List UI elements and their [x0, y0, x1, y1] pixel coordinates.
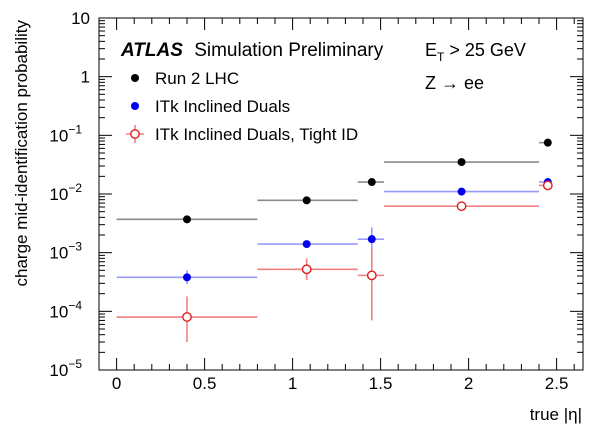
x-tick-label: 0.5 [193, 374, 217, 393]
y-tick-base: 10 [49, 302, 68, 321]
data-point [542, 180, 553, 191]
data-point [183, 215, 191, 224]
x-axis-label: true |η| [530, 405, 582, 424]
legend-marker [131, 74, 139, 82]
legend-label: ITk Inclined Duals, Tight ID [155, 125, 358, 144]
data-point [182, 312, 192, 322]
y-tick-base: 10 [49, 126, 68, 145]
channel-label: Z → ee [425, 73, 484, 93]
data-point [302, 196, 311, 205]
y-tick-base: 10 [49, 185, 68, 204]
y-tick-exponent: −5 [68, 357, 82, 371]
y-tick-exponent: −2 [68, 181, 82, 195]
data-point [367, 235, 376, 244]
legend-marker [131, 102, 139, 110]
legend-marker [130, 129, 140, 139]
data-point [183, 273, 191, 282]
legend-label: ITk Inclined Duals [155, 97, 290, 116]
y-tick-label: 10−3 [49, 240, 82, 263]
series-group [116, 138, 552, 224]
x-axis-ticks: 0 0.5 1 1.5 2 2.5 [98, 18, 575, 393]
et-cut-suffix: > 25 GeV [444, 40, 526, 60]
x-tick-label: 0 [112, 374, 121, 393]
atlas-name: ATLAS [120, 40, 183, 61]
data-point [367, 178, 376, 187]
x-tick-label: 1.5 [369, 374, 393, 393]
legend: Run 2 LHC ITk Inclined Duals ITk Inclined … [126, 69, 358, 144]
y-tick-label: 10−2 [49, 181, 82, 204]
data-point [457, 158, 466, 167]
x-tick-label: 1 [288, 374, 297, 393]
series-layer [116, 138, 553, 343]
atlas-label: ATLAS Simulation Preliminary [120, 40, 384, 61]
legend-label: Run 2 LHC [155, 69, 239, 88]
y-tick-exponent: −1 [68, 122, 82, 136]
y-tick-base: 10 [49, 244, 68, 263]
x-tick-label: 2 [464, 374, 473, 393]
y-tick-label: 1 [81, 68, 90, 87]
et-cut-label: ET > 25 GeV [425, 40, 526, 64]
series-group [116, 180, 553, 343]
y-tick-label: 10−4 [49, 298, 82, 321]
et-cut-prefix: E [425, 40, 437, 60]
y-tick-base: 10 [49, 361, 68, 380]
atlas-suffix: Simulation Preliminary [194, 40, 384, 61]
data-point [457, 187, 466, 196]
y-axis-label: charge mid-identification probability [12, 20, 31, 287]
data-point [301, 264, 312, 275]
data-point [366, 270, 377, 281]
y-tick-exponent: −3 [68, 240, 82, 254]
data-point [456, 201, 467, 212]
y-tick-label: 10 [71, 9, 90, 28]
y-tick-base: 10 [71, 9, 90, 28]
data-point [543, 138, 552, 147]
x-tick-label: 2.5 [545, 374, 569, 393]
y-tick-label: 10−5 [49, 357, 82, 380]
data-point [302, 240, 311, 249]
series-group [116, 178, 552, 285]
y-tick-label: 10−1 [49, 122, 82, 145]
y-tick-base: 1 [81, 68, 90, 87]
y-tick-exponent: −4 [68, 298, 82, 312]
et-cut-sub: T [437, 50, 445, 64]
